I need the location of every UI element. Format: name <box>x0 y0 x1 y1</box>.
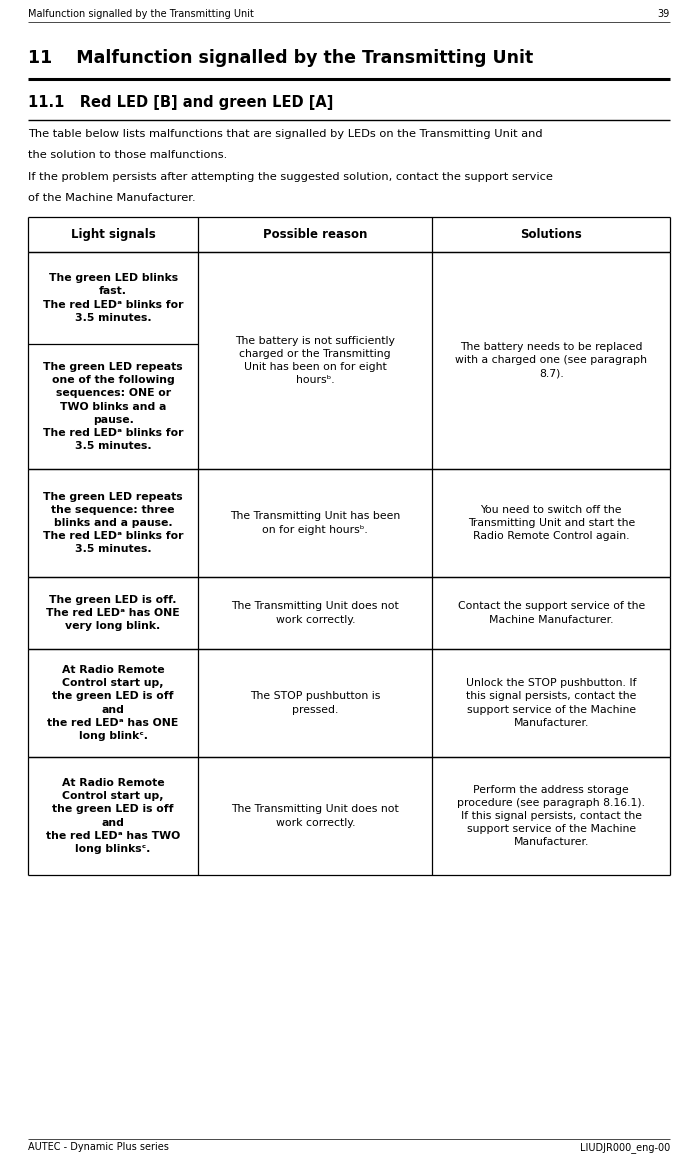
Text: Possible reason: Possible reason <box>263 228 367 242</box>
Text: Perform the address storage
procedure (see paragraph 8.16.1).
If this signal per: Perform the address storage procedure (s… <box>457 784 645 847</box>
Text: At Radio Remote
Control start up,
the green LED is off
and
the red LEDᵃ has ONE
: At Radio Remote Control start up, the gr… <box>47 665 179 741</box>
Bar <box>28 576 670 649</box>
Text: of the Machine Manufacturer.: of the Machine Manufacturer. <box>28 194 195 203</box>
Text: Malfunction signalled by the Transmitting Unit: Malfunction signalled by the Transmittin… <box>28 9 254 19</box>
Text: the solution to those malfunctions.: the solution to those malfunctions. <box>28 151 228 161</box>
Text: The green LED repeats
one of the following
sequences: ONE or
TWO blinks and a
pa: The green LED repeats one of the followi… <box>43 362 184 452</box>
Text: The green LED is off.
The red LEDᵃ has ONE
very long blink.: The green LED is off. The red LEDᵃ has O… <box>46 595 180 631</box>
Text: The green LED repeats
the sequence: three
blinks and a pause.
The red LEDᵃ blink: The green LED repeats the sequence: thre… <box>43 491 184 554</box>
Bar <box>28 757 670 875</box>
Text: AUTEC - Dynamic Plus series: AUTEC - Dynamic Plus series <box>28 1142 169 1152</box>
Text: The Transmitting Unit has been
on for eight hoursᵇ.: The Transmitting Unit has been on for ei… <box>230 511 401 534</box>
Text: Light signals: Light signals <box>70 228 156 242</box>
Text: 11    Malfunction signalled by the Transmitting Unit: 11 Malfunction signalled by the Transmit… <box>28 49 533 67</box>
Text: Unlock the STOP pushbutton. If
this signal persists, contact the
support service: Unlock the STOP pushbutton. If this sign… <box>466 678 637 728</box>
Text: The Transmitting Unit does not
work correctly.: The Transmitting Unit does not work corr… <box>232 601 399 624</box>
Bar <box>28 252 670 469</box>
Text: 11.1   Red LED [B] and green LED [A]: 11.1 Red LED [B] and green LED [A] <box>28 95 334 110</box>
Text: The battery is not sufficiently
charged or the Transmitting
Unit has been on for: The battery is not sufficiently charged … <box>235 336 395 385</box>
Text: Solutions: Solutions <box>520 228 582 242</box>
Text: The table below lists malfunctions that are signalled by LEDs on the Transmittin: The table below lists malfunctions that … <box>28 130 542 139</box>
Text: The battery needs to be replaced
with a charged one (see paragraph
8.7).: The battery needs to be replaced with a … <box>455 342 647 379</box>
Text: The green LED blinks
fast.
The red LEDᵃ blinks for
3.5 minutes.: The green LED blinks fast. The red LEDᵃ … <box>43 273 184 323</box>
Bar <box>28 217 670 252</box>
Bar <box>28 469 670 576</box>
Text: LIUDJR000_eng-00: LIUDJR000_eng-00 <box>580 1142 670 1153</box>
Text: 39: 39 <box>658 9 670 19</box>
Text: If the problem persists after attempting the suggested solution, contact the sup: If the problem persists after attempting… <box>28 172 553 182</box>
Text: The Transmitting Unit does not
work correctly.: The Transmitting Unit does not work corr… <box>232 804 399 827</box>
Bar <box>28 649 670 757</box>
Text: The STOP pushbutton is
pressed.: The STOP pushbutton is pressed. <box>250 691 380 714</box>
Text: You need to switch off the
Transmitting Unit and start the
Radio Remote Control : You need to switch off the Transmitting … <box>468 505 635 541</box>
Text: Contact the support service of the
Machine Manufacturer.: Contact the support service of the Machi… <box>458 601 645 624</box>
Text: At Radio Remote
Control start up,
the green LED is off
and
the red LEDᵃ has TWO
: At Radio Remote Control start up, the gr… <box>46 778 180 854</box>
